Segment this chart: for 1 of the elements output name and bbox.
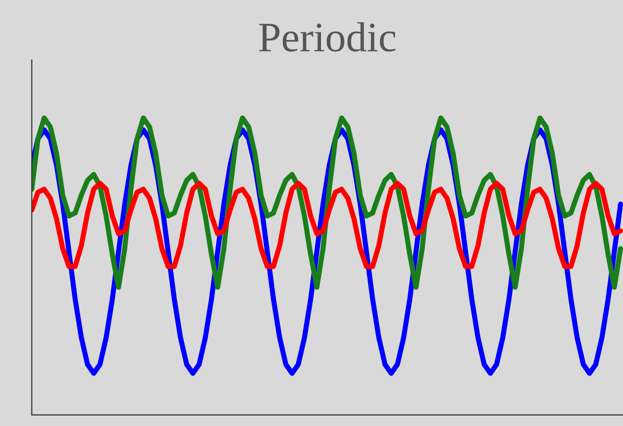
chart-title: Periodic [259,22,396,52]
